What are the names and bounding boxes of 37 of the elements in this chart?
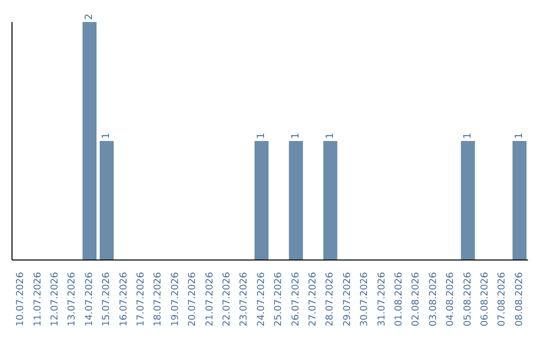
x-tick-label: 31.07.2026 bbox=[376, 272, 388, 326]
x-tick-label: 02.08.2026 bbox=[410, 272, 422, 326]
x-tick-label: 15.07.2026 bbox=[101, 272, 112, 326]
data-label: 1 bbox=[462, 132, 474, 139]
data-label: 1 bbox=[256, 132, 268, 139]
x-tick-label: 13.07.2026 bbox=[66, 272, 78, 326]
x-tick-label: 27.07.2026 bbox=[308, 272, 318, 326]
x-tick-label: 05.08.2026 bbox=[462, 272, 474, 326]
x-tick-label: 18.07.2026 bbox=[152, 272, 164, 326]
data-label: 2 bbox=[84, 14, 96, 20]
x-tick-label: 12.07.2026 bbox=[50, 272, 60, 326]
x-tick-label: 21.07.2026 bbox=[204, 272, 216, 326]
x-tick-label: 03.08.2026 bbox=[428, 272, 439, 326]
data-label: 1 bbox=[514, 132, 526, 139]
data-label: 1 bbox=[290, 132, 302, 139]
x-tick-label: 24.07.2026 bbox=[256, 272, 267, 326]
x-tick-label: 30.07.2026 bbox=[359, 272, 370, 326]
x-tick-label: 28.07.2026 bbox=[324, 272, 336, 326]
x-tick-label: 17.07.2026 bbox=[136, 272, 146, 326]
x-tick-label: 10.07.2026 bbox=[15, 272, 26, 326]
x-tick-label: 22.07.2026 bbox=[222, 272, 232, 326]
x-tick-label: 26.07.2026 bbox=[290, 272, 302, 326]
x-tick-label: 20.07.2026 bbox=[187, 272, 198, 326]
x-tick-label: 06.08.2026 bbox=[480, 272, 490, 326]
x-tick-label: 11.07.2026 bbox=[32, 272, 44, 326]
x-tick-label: 08.08.2026 bbox=[514, 272, 525, 326]
x-tick-label: 14.07.2026 bbox=[84, 272, 95, 326]
data-label: 1 bbox=[101, 132, 112, 139]
x-tick-label: 07.08.2026 bbox=[496, 272, 508, 326]
x-tick-label: 04.08.2026 bbox=[445, 272, 456, 326]
x-tick-label: 16.07.2026 bbox=[118, 272, 130, 326]
x-tick-label: 23.07.2026 bbox=[238, 272, 250, 326]
x-tick-label: 19.07.2026 bbox=[170, 272, 181, 326]
x-tick-label: 25.07.2026 bbox=[273, 272, 284, 326]
x-tick-label: 01.08.2026 bbox=[394, 272, 404, 326]
x-tick-label: 29.07.2026 bbox=[342, 272, 353, 326]
data-label: 1 bbox=[324, 132, 336, 139]
